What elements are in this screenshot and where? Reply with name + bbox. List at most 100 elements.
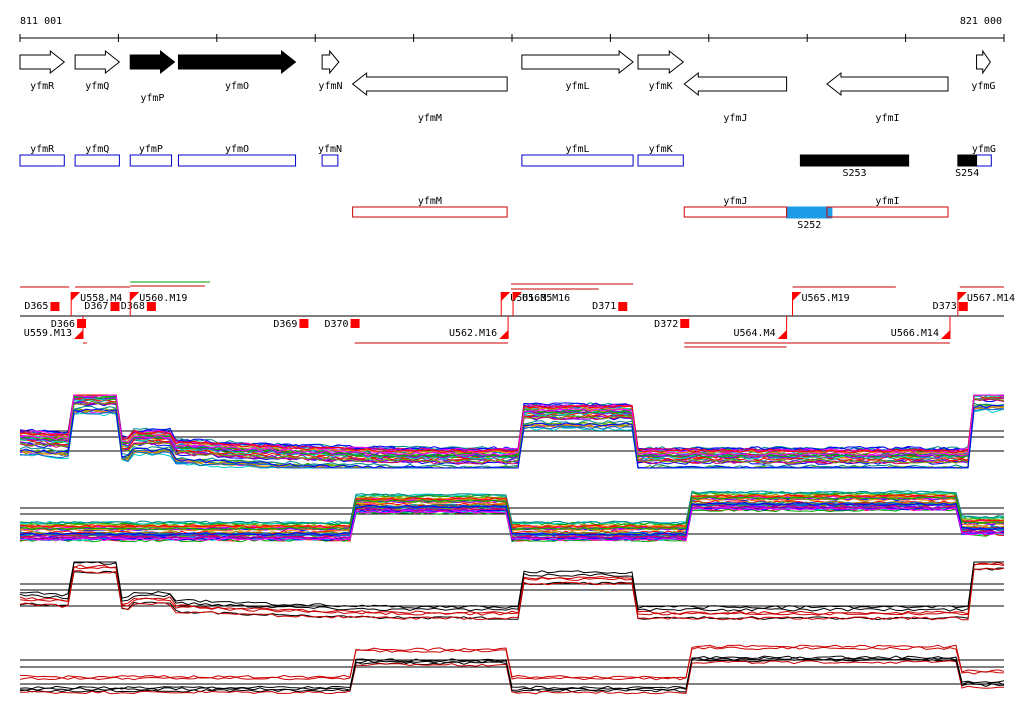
gene-bar-yfmN[interactable] [321,154,339,167]
feature-mark-D367[interactable] [110,302,120,311]
expression-trace [19,508,1005,543]
ruler-end-label: 821 000 [960,16,1002,27]
expression-trace [19,394,1004,455]
gene-bar-yfmL[interactable] [521,154,634,167]
gene-bar-label-yfmL: yfmL [565,144,589,155]
gene-arrow-track: yfmR yfmQ yfmP yfmO yfmN yfmM yfmL yfmK yfmJ yfmI… [19,49,995,124]
gene-arrow-yfmJ[interactable] [683,71,788,97]
expression-trace [20,644,1005,679]
feature-mark-D365[interactable] [50,302,60,311]
feature-flag-U565.M19[interactable] [792,292,802,301]
expression-trace [19,490,1005,525]
gene-arrow-yfmI[interactable] [826,71,949,97]
expression-trace [19,660,1005,695]
gene-label-yfmL: yfmL [565,81,589,92]
gene-bar-label-yfmO: yfmO [225,144,249,155]
gene-bar-yfmQ[interactable] [74,154,120,167]
feature-flag-U559.M13[interactable] [73,330,83,339]
segment-S252[interactable] [786,206,833,219]
feature-label-D365: D365 [24,301,48,312]
feature-flag-U566.M14[interactable] [940,330,950,339]
segment-label-S253: S253 [842,168,866,179]
feature-mark-D371[interactable] [618,302,628,311]
feature-flag-U563.M16[interactable] [513,292,523,301]
feature-label-U558.M4: U558.M4 [80,293,122,304]
expression-trace [19,394,1005,460]
gene-arrow-yfmN[interactable] [321,49,340,75]
feature-mark-D373[interactable] [958,302,968,311]
feature-flag-U562.M16[interactable] [499,330,509,339]
feature-label-U565.M19: U565.M19 [802,293,850,304]
expression-trace [19,507,1005,542]
gene-label-yfmJ: yfmJ [723,113,747,124]
expression-trace [19,394,1004,457]
gene-bar-yfmI[interactable] [826,206,949,218]
feature-flag-U558.M4[interactable] [71,292,81,301]
gene-bar-yfmR[interactable] [19,154,65,167]
gene-label-yfmI: yfmI [875,113,899,124]
gene-bar-yfmM[interactable] [352,206,508,218]
expression-trace [19,561,1005,615]
feature-label-U566.M14: U566.M14 [891,328,939,339]
expression-trace [19,394,1004,458]
expression-trace [19,655,1005,690]
expression-trace [19,561,1004,610]
feature-label-U563.M16: U563.M16 [522,293,570,304]
feature-flag-U560.M19[interactable] [130,292,140,301]
gene-bar-yfmO[interactable] [177,154,297,167]
gene-bar-yfmJ[interactable] [683,206,788,218]
gene-arrow-yfmM[interactable] [351,71,508,97]
gene-arrow-yfmK[interactable] [637,49,685,75]
segment-S253[interactable] [799,154,910,167]
feature-label-D372: D372 [654,319,678,330]
gene-bar-label-yfmR: yfmR [30,144,55,155]
expression-trace [19,507,1005,541]
expression-trace-panels [19,394,1005,695]
feature-label-D370: D370 [324,319,348,330]
gene-bar-track-lower: S252 yfmM yfmJ yfmI [352,196,949,231]
feature-mark-D369[interactable] [299,319,309,328]
segment-label-S252: S252 [797,220,821,231]
gene-arrow-yfmQ[interactable] [74,49,121,75]
feature-mark-D366[interactable] [77,319,87,328]
gene-label-yfmQ: yfmQ [85,81,109,92]
gene-label-yfmM: yfmM [418,113,442,124]
feature-label-D373: D373 [933,301,957,312]
gene-bar-label-yfmK: yfmK [649,144,673,155]
feature-flag-U567.M14[interactable] [957,292,967,301]
gene-arrow-yfmO[interactable] [177,49,297,75]
gene-bar-label-yfmP: yfmP [139,144,163,155]
feature-mark-D372[interactable] [680,319,690,328]
expression-trace [19,656,1005,691]
feature-label-U562.M16: U562.M16 [449,328,497,339]
gene-arrow-yfmG[interactable] [976,49,991,75]
segment-S254[interactable] [957,154,978,167]
feature-label-U561.M5: U561.M5 [510,293,552,304]
expression-trace [19,561,1004,612]
feature-label-D371: D371 [592,301,616,312]
gene-bar-label-yfmJ: yfmJ [723,196,747,207]
expression-trace [19,646,1005,681]
gene-arrow-yfmP[interactable] [129,49,176,75]
feature-mark-D368[interactable] [146,302,156,311]
feature-flag-U564.M4[interactable] [777,330,787,339]
feature-mark-D370[interactable] [350,319,360,328]
gene-bar-yfmK[interactable] [637,154,684,167]
ruler-start-label: 811 001 [20,16,62,27]
gene-bar-label-yfmM: yfmM [418,196,442,207]
gene-bar-yfmG[interactable] [976,154,992,167]
gene-label-yfmP: yfmP [140,93,164,104]
feature-label-D367: D367 [84,301,108,312]
feature-label-U564.M4: U564.M4 [733,328,775,339]
feature-flag-U561.M5[interactable] [501,292,511,301]
gene-bar-yfmP[interactable] [129,154,173,167]
expression-trace [19,394,1004,454]
feature-label-D369: D369 [273,319,297,330]
gene-label-yfmN: yfmN [318,81,342,92]
gene-bar-label-yfmI: yfmI [875,196,899,207]
gene-arrow-yfmL[interactable] [521,49,634,75]
expression-trace [19,397,1005,464]
gene-arrow-yfmR[interactable] [19,49,66,75]
